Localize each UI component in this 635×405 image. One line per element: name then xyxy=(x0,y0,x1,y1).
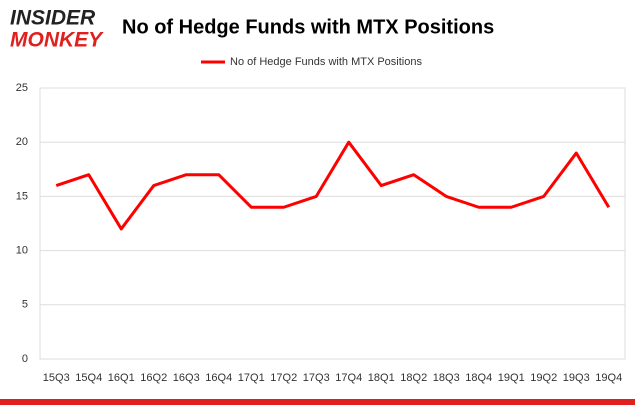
x-tick-label: 17Q4 xyxy=(335,372,362,384)
y-tick-label: 5 xyxy=(22,299,28,311)
x-tick-label: 15Q4 xyxy=(75,372,102,384)
x-tick-label: 16Q1 xyxy=(108,372,135,384)
x-tick-label: 19Q4 xyxy=(595,372,622,384)
bottom-bar xyxy=(0,399,635,405)
x-tick-label: 16Q3 xyxy=(173,372,200,384)
chart-title: No of Hedge Funds with MTX Positions xyxy=(122,16,494,38)
logo-bottom: MONKEY xyxy=(10,29,104,52)
x-tick-label: 17Q3 xyxy=(303,372,330,384)
data-line xyxy=(55,140,611,231)
x-tick-label: 17Q2 xyxy=(270,372,297,384)
x-tick-label: 17Q1 xyxy=(238,372,265,384)
y-tick-label: 0 xyxy=(22,353,28,365)
x-tick-label: 18Q2 xyxy=(400,372,427,384)
legend-label: No of Hedge Funds with MTX Positions xyxy=(230,56,422,68)
x-tick-label: 15Q3 xyxy=(43,372,70,384)
logo-top: INSIDER xyxy=(10,7,96,30)
y-tick-label: 20 xyxy=(16,136,28,148)
x-tick-label: 18Q3 xyxy=(433,372,460,384)
y-tick-label: 25 xyxy=(16,82,28,94)
x-tick-label: 16Q4 xyxy=(205,372,232,384)
x-tick-label: 18Q4 xyxy=(465,372,492,384)
y-tick-label: 10 xyxy=(16,245,28,257)
plot-frame xyxy=(39,87,626,360)
x-tick-label: 19Q1 xyxy=(498,372,525,384)
x-tick-label: 16Q2 xyxy=(140,372,167,384)
x-tick-label: 19Q3 xyxy=(563,372,590,384)
x-tick-label: 19Q2 xyxy=(530,372,557,384)
x-tick-label: 18Q1 xyxy=(368,372,395,384)
y-tick-label: 15 xyxy=(16,190,28,202)
